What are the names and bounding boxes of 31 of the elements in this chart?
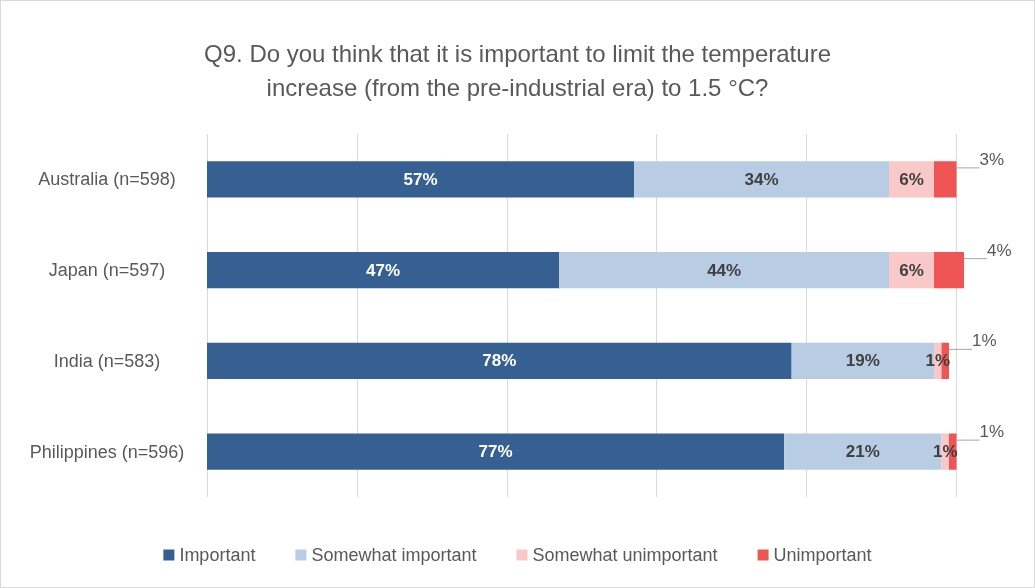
bar — [207, 342, 792, 380]
bar — [207, 251, 560, 289]
bar — [634, 161, 890, 198]
legend-label: Somewhat important — [311, 545, 477, 565]
bar — [559, 251, 890, 289]
y-tick-label: India (n=583) — [53, 350, 161, 371]
bar — [207, 161, 635, 198]
bar — [934, 251, 964, 289]
data-label: 6% — [899, 260, 924, 280]
data-label: 47% — [366, 260, 401, 280]
data-label: 77% — [478, 442, 513, 462]
data-label: 4% — [987, 240, 1012, 260]
bar — [207, 433, 785, 470]
y-tick-label: Japan (n=597) — [48, 260, 166, 281]
legend-label: Somewhat unimportant — [532, 545, 718, 565]
data-label: 78% — [482, 351, 517, 371]
bar — [934, 161, 957, 198]
legend-label: Important — [179, 545, 256, 565]
data-label: 34% — [744, 169, 779, 189]
data-label: 1% — [979, 422, 1005, 442]
data-label: 57% — [403, 169, 438, 189]
data-label: 21% — [845, 442, 880, 462]
data-label: 1% — [972, 331, 997, 351]
chart-title: Q9. Do you think that it is important to limit the temperature increase (from the pre-industrial era) to 1.5 °C? — [204, 39, 831, 101]
legend-label: Unimportant — [773, 545, 872, 565]
data-label: 44% — [707, 260, 742, 280]
data-label: 6% — [899, 169, 924, 189]
y-tick-label: Philippines (n=596) — [29, 441, 185, 462]
y-tick-label: Australia (n=598) — [38, 169, 176, 190]
data-label: 19% — [845, 351, 880, 371]
data-label: 3% — [979, 149, 1005, 169]
